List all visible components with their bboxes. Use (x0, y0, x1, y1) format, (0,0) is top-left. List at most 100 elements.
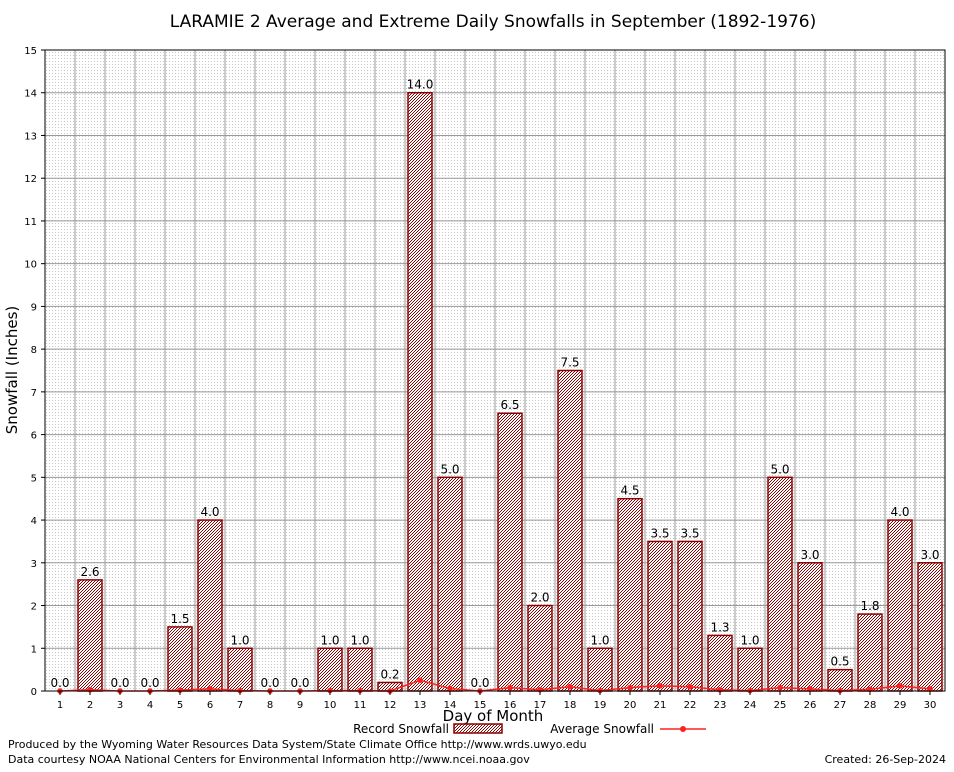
record-data-label: 1.0 (740, 633, 759, 647)
record-bar (677, 540, 703, 692)
record-data-label: 1.8 (860, 599, 879, 613)
footer-data-courtesy: Data courtesy NOAA National Centers for … (8, 753, 530, 766)
x-tick-label: 15 (474, 700, 487, 711)
x-tick-label: 23 (714, 700, 727, 711)
record-data-label: 2.0 (530, 591, 549, 605)
record-bar (167, 626, 193, 692)
record-data-label: 0.2 (380, 667, 399, 681)
x-tick-label: 20 (624, 700, 637, 711)
record-data-label: 0.5 (830, 655, 849, 669)
record-data-label: 1.0 (320, 633, 339, 647)
x-tick-label: 10 (324, 700, 337, 711)
average-point (417, 677, 423, 684)
record-data-label: 1.5 (170, 612, 189, 626)
record-bar (407, 91, 433, 692)
average-point (447, 685, 453, 692)
record-bar (587, 647, 613, 692)
record-bar (857, 613, 883, 692)
record-bar (197, 519, 223, 692)
x-tick-label: 28 (864, 700, 877, 711)
x-tick-label: 21 (654, 700, 667, 711)
legend-swatch-record (453, 723, 503, 734)
record-data-label: 1.0 (350, 633, 369, 647)
record-data-label: 3.5 (680, 526, 699, 540)
record-data-label: 4.0 (200, 505, 219, 519)
x-tick-label: 22 (684, 700, 697, 711)
y-axis-label: Snowfall (Inches) (3, 306, 21, 434)
record-data-label: 5.0 (770, 462, 789, 476)
average-point (687, 683, 693, 690)
x-tick-label: 3 (117, 700, 123, 711)
record-data-label: 1.0 (590, 633, 609, 647)
average-point (507, 684, 513, 691)
footer-produced-by: Produced by the Wyoming Water Resources … (8, 738, 587, 751)
x-tick-label: 9 (297, 700, 303, 711)
y-tick-label: 9 (31, 302, 37, 313)
record-bar (527, 604, 553, 692)
average-point (207, 686, 213, 692)
record-data-label: 0.0 (470, 676, 489, 690)
average-point (627, 684, 633, 691)
record-bar (347, 647, 373, 692)
record-bar (557, 369, 583, 692)
record-data-label: 3.0 (800, 548, 819, 562)
y-tick-label: 15 (24, 46, 37, 57)
x-tick-label: 30 (924, 700, 937, 711)
average-point (927, 686, 933, 692)
x-tick-label: 17 (534, 700, 547, 711)
record-data-label: 0.0 (140, 676, 159, 690)
x-tick-label: 29 (894, 700, 907, 711)
x-tick-label: 12 (384, 700, 397, 711)
record-data-label: 7.5 (560, 356, 579, 370)
x-tick-label: 16 (504, 700, 517, 711)
record-data-label: 0.0 (110, 676, 129, 690)
x-axis-label: Day of Month (443, 707, 544, 725)
y-tick-label: 8 (31, 345, 37, 356)
legend: Record Snowfall Average Snowfall (353, 722, 706, 736)
record-data-label: 0.0 (290, 676, 309, 690)
footer-created: Created: 26-Sep-2024 (824, 753, 946, 766)
average-line (59, 679, 931, 692)
x-tick-label: 6 (207, 700, 213, 711)
y-tick-label: 0 (31, 687, 37, 698)
chart-title: LARAMIE 2 Average and Extreme Daily Snow… (170, 12, 816, 32)
record-data-label: 14.0 (407, 78, 434, 92)
record-data-label: 3.5 (650, 526, 669, 540)
record-bar (497, 412, 523, 692)
x-tick-label: 8 (267, 700, 273, 711)
y-tick-label: 7 (31, 388, 37, 399)
average-point (657, 683, 663, 689)
record-bar (797, 562, 823, 692)
x-tick-label: 14 (444, 700, 457, 711)
record-bar (887, 519, 913, 692)
record-bar (437, 476, 463, 692)
y-tick-label: 13 (24, 131, 37, 142)
average-point (777, 684, 783, 691)
average-point (897, 683, 903, 689)
record-bar (647, 540, 673, 692)
record-bar (77, 579, 103, 692)
average-point (567, 683, 573, 690)
record-bar (737, 647, 763, 692)
record-data-label: 6.5 (500, 398, 519, 412)
record-bar (617, 497, 643, 692)
record-data-label: 4.0 (890, 505, 909, 519)
x-tick-label: 11 (354, 700, 367, 711)
legend-label-average: Average Snowfall (550, 722, 654, 736)
y-tick-label: 6 (31, 431, 37, 442)
x-tick-label: 1 (57, 700, 63, 711)
record-data-label: 5.0 (440, 462, 459, 476)
record-data-label: 3.0 (920, 548, 939, 562)
y-tick-label: 10 (24, 260, 37, 271)
x-tick-label: 2 (87, 700, 93, 711)
record-bar (917, 562, 943, 692)
average-point (177, 687, 183, 693)
x-tick-label: 25 (774, 700, 787, 711)
x-tick-label: 7 (237, 700, 243, 711)
record-data-label: 2.6 (80, 565, 99, 579)
y-tick-label: 11 (24, 217, 37, 228)
y-tick-label: 14 (24, 89, 37, 100)
plot-border (44, 49, 946, 692)
